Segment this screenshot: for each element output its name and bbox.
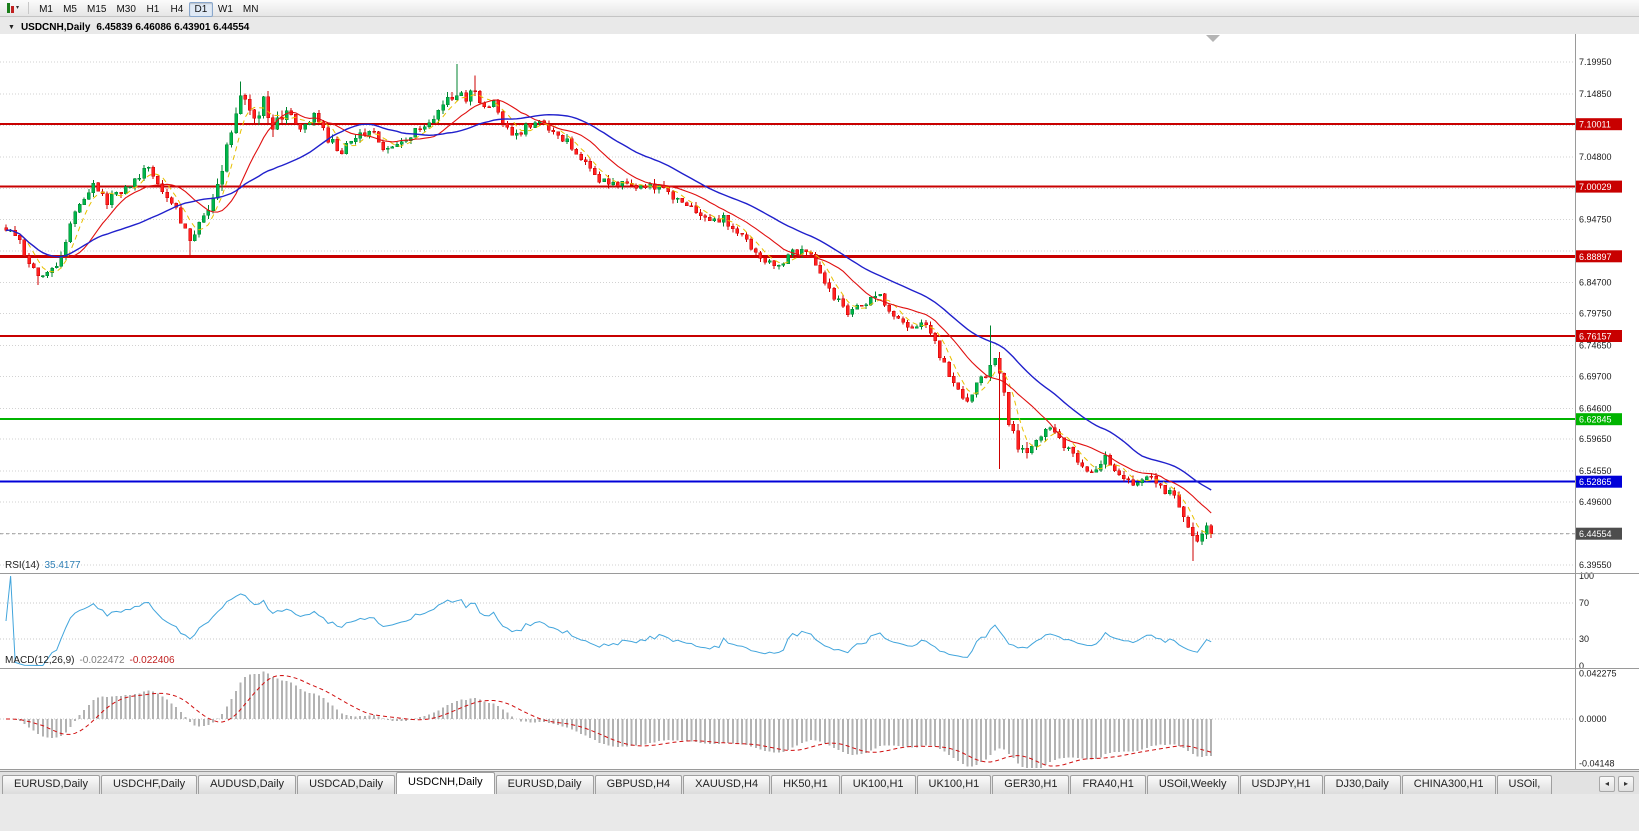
timeframe-button-d1[interactable]: D1	[188, 2, 213, 17]
price-axis-tags: 7.10011 7.00029 6.88897 6.76157 6.62845 6.528…	[1576, 118, 1622, 540]
chart-tab[interactable]: EURUSD,Daily	[495, 775, 594, 794]
chart-tab[interactable]: UK100,H1	[840, 775, 916, 794]
svg-text:6.74650: 6.74650	[1579, 340, 1612, 350]
macd-main-value: -0.022472	[79, 655, 125, 666]
timeframe-button-m5[interactable]: M5	[58, 2, 82, 17]
chart-shift-marker[interactable]	[1206, 35, 1220, 42]
chart-tab[interactable]: GBPUSD,H4	[594, 775, 683, 794]
rsi-indicator-label: RSI(14) 35.4177	[5, 560, 81, 571]
panel-separators	[0, 34, 1639, 770]
svg-text:6.39550: 6.39550	[1579, 560, 1612, 570]
timeframe-button-m15[interactable]: M15	[82, 2, 111, 17]
tab-scroll-right-button[interactable]: ▸	[1618, 775, 1634, 792]
chart-tab[interactable]: USOil,	[1496, 775, 1553, 794]
chart-type-button[interactable]: ▾	[3, 1, 23, 15]
chart-tab[interactable]: USDJPY,H1	[1239, 775, 1323, 794]
svg-text:7.14850: 7.14850	[1579, 89, 1612, 99]
svg-text:6.94750: 6.94750	[1579, 215, 1612, 225]
svg-text:6.49600: 6.49600	[1579, 497, 1612, 507]
timeframe-button-h4[interactable]: H4	[165, 2, 189, 17]
chart-tab[interactable]: USDCHF,Daily	[100, 775, 198, 794]
svg-text:7.19950: 7.19950	[1579, 57, 1612, 67]
macd-signal-line	[6, 674, 1212, 767]
svg-text:6.54550: 6.54550	[1579, 466, 1612, 476]
svg-text:30: 30	[1579, 634, 1589, 644]
tab-scroll-left-button[interactable]: ◂	[1599, 775, 1615, 792]
chart-ohlc-values: 6.45839 6.46086 6.43901 6.44554	[96, 22, 250, 33]
toolbar-separator	[28, 2, 30, 14]
macd-indicator-label: MACD(12,26,9) -0.022472 -0.022406	[5, 655, 175, 666]
svg-text:6.69700: 6.69700	[1579, 371, 1612, 381]
svg-text:6.44554: 6.44554	[1579, 529, 1612, 539]
svg-text:6.76157: 6.76157	[1579, 331, 1612, 341]
svg-text:6.59650: 6.59650	[1579, 434, 1612, 444]
svg-text:7.04800: 7.04800	[1579, 152, 1612, 162]
chart-tab[interactable]: USDCAD,Daily	[297, 775, 396, 794]
svg-text:6.84700: 6.84700	[1579, 278, 1612, 288]
chart-tab[interactable]: AUDUSD,Daily	[198, 775, 297, 794]
svg-text:0.0000: 0.0000	[1579, 714, 1607, 724]
chart-symbol-period: USDCNH,Daily	[20, 22, 91, 33]
chart-tab[interactable]: HK50,H1	[771, 775, 840, 794]
ma-slow-line	[5, 113, 1212, 491]
timeframe-buttons-group: M1 M5 M15 M30 H1 H4 D1 W1 MN	[34, 0, 263, 17]
chart-tab[interactable]: GER30,H1	[992, 775, 1070, 794]
chart-tab[interactable]: USOil,Weekly	[1146, 775, 1239, 794]
chart-title: ▼ USDCNH,Daily 6.45839 6.46086 6.43901 6…	[8, 22, 249, 33]
chevron-down-icon: ▾	[16, 5, 20, 11]
svg-text:6.79750: 6.79750	[1579, 309, 1612, 319]
svg-text:7.10011: 7.10011	[1579, 120, 1611, 130]
svg-text:6.88897: 6.88897	[1579, 252, 1612, 262]
rsi-name: RSI(14)	[5, 560, 40, 571]
bottom-filler	[0, 794, 1639, 831]
svg-text:6.52865: 6.52865	[1579, 477, 1612, 487]
timeframe-button-m30[interactable]: M30	[111, 2, 140, 17]
rsi-line	[5, 575, 1212, 666]
timeframe-button-mn[interactable]: MN	[238, 2, 264, 17]
chart-canvas[interactable]: 7.19950 7.14850 7.04800 6.94750 6.84700 6.797…	[0, 17, 1639, 770]
timeframe-button-m1[interactable]: M1	[34, 2, 58, 17]
svg-text:7.00029: 7.00029	[1579, 182, 1612, 192]
left-arrow-icon: ◂	[1604, 778, 1609, 788]
timeframe-toolbar: ▾ M1 M5 M15 M30 H1 H4 D1 W1 MN	[0, 0, 1639, 17]
svg-text:-0.04148: -0.04148	[1579, 759, 1615, 769]
chart-tab[interactable]: XAUUSD,H4	[683, 775, 771, 794]
svg-text:6.62845: 6.62845	[1579, 415, 1612, 425]
svg-text:70: 70	[1579, 598, 1589, 608]
rsi-value: 35.4177	[44, 560, 81, 571]
chart-background	[0, 34, 1639, 770]
svg-text:0: 0	[1579, 661, 1584, 671]
timeframe-button-h1[interactable]: H1	[141, 2, 165, 17]
timeframe-button-w1[interactable]: W1	[213, 2, 238, 17]
chart-tab[interactable]: FRA40,H1	[1070, 775, 1146, 794]
svg-text:100: 100	[1579, 571, 1594, 581]
chart-tab-bar: EURUSD,Daily USDCHF,Daily AUDUSD,Daily USDC…	[0, 771, 1639, 794]
tab-scroll-controls: ◂ ▸	[1593, 773, 1639, 794]
svg-text:6.64600: 6.64600	[1579, 403, 1612, 413]
chart-tab[interactable]: UK100,H1	[916, 775, 992, 794]
axis-labels: 7.19950 7.14850 7.04800 6.94750 6.84700 6.797…	[1579, 57, 1617, 769]
macd-histogram	[14, 671, 1213, 768]
ma-mid-line	[5, 99, 1212, 514]
chart-tab[interactable]: CHINA300,H1	[1401, 775, 1496, 794]
chart-tab[interactable]: EURUSD,Daily	[2, 775, 100, 794]
candlestick-chart-icon	[7, 3, 14, 13]
symbol-menu-icon: ▼	[8, 24, 15, 31]
chart-tab[interactable]: USDCNH,Daily	[396, 772, 495, 794]
macd-name: MACD(12,26,9)	[5, 655, 75, 666]
chart-tabs-strip: EURUSD,Daily USDCHF,Daily AUDUSD,Daily USDC…	[0, 772, 1593, 794]
svg-text:0.042275: 0.042275	[1579, 669, 1617, 679]
macd-signal-value: -0.022406	[129, 655, 175, 666]
chart-tab[interactable]: DJ30,Daily	[1323, 775, 1401, 794]
right-arrow-icon: ▸	[1623, 778, 1628, 788]
